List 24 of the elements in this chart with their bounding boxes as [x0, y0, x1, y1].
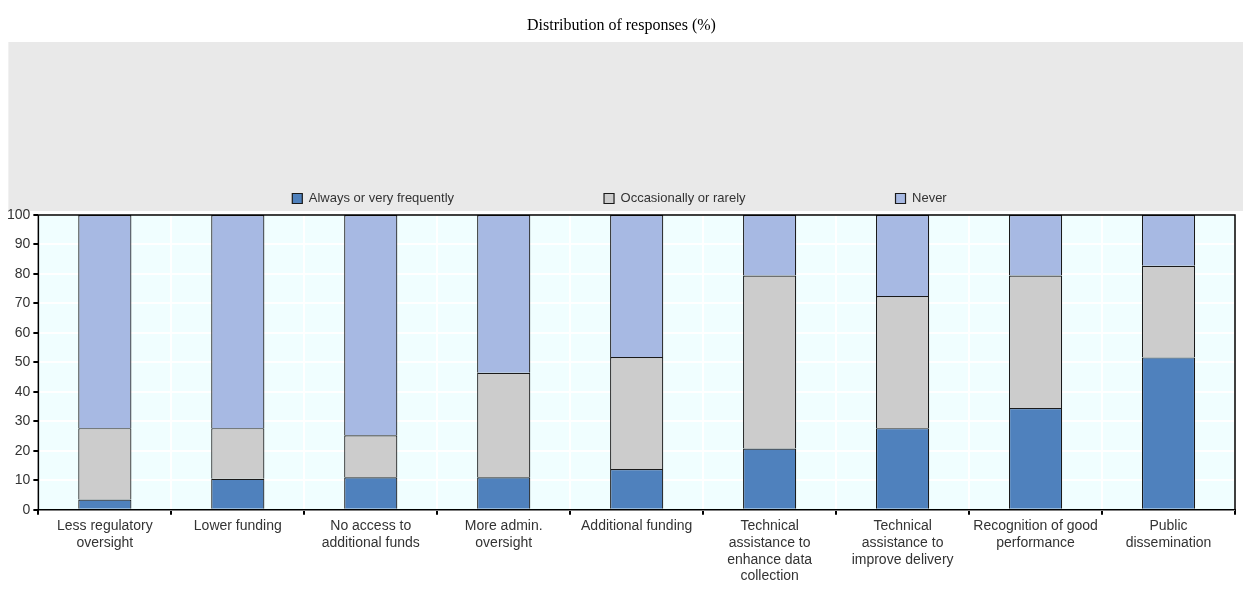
x-tick-label: Recognition of good performance	[973, 517, 1098, 550]
x-tick-label: Technical assistance to improve delivery	[851, 517, 954, 567]
y-tick-label: 80	[14, 264, 31, 281]
x-tick-label: Additional funding	[581, 517, 693, 534]
x-tick-label: No access to additional funds	[321, 517, 420, 550]
x-tick-label: More admin. oversight	[464, 517, 543, 550]
y-tick-label: 100	[7, 205, 31, 222]
y-tick-label: 90	[14, 235, 31, 252]
y-tick-label: 60	[14, 323, 31, 340]
chart-title: Distribution of responses (%)	[526, 15, 717, 36]
x-tick-label: Public dissemination	[1125, 517, 1212, 550]
y-tick-label: 0	[22, 500, 31, 517]
y-tick-label: 10	[14, 471, 31, 488]
legend-label: Always or very frequently	[308, 190, 455, 206]
y-tick-label: 40	[14, 382, 31, 399]
x-tick-label: Technical assistance to enhance data collection	[727, 517, 813, 584]
y-tick-label: 50	[14, 353, 31, 370]
y-tick-label: 70	[14, 294, 31, 311]
y-tick-label: 20	[14, 441, 31, 458]
legend-label: Never	[912, 190, 948, 206]
y-tick-label: 30	[14, 412, 31, 429]
legend-label: Occasionally or rarely	[620, 190, 747, 206]
x-tick-label: Lower funding	[193, 517, 282, 534]
x-tick-label: Less regulatory oversight	[56, 517, 153, 550]
